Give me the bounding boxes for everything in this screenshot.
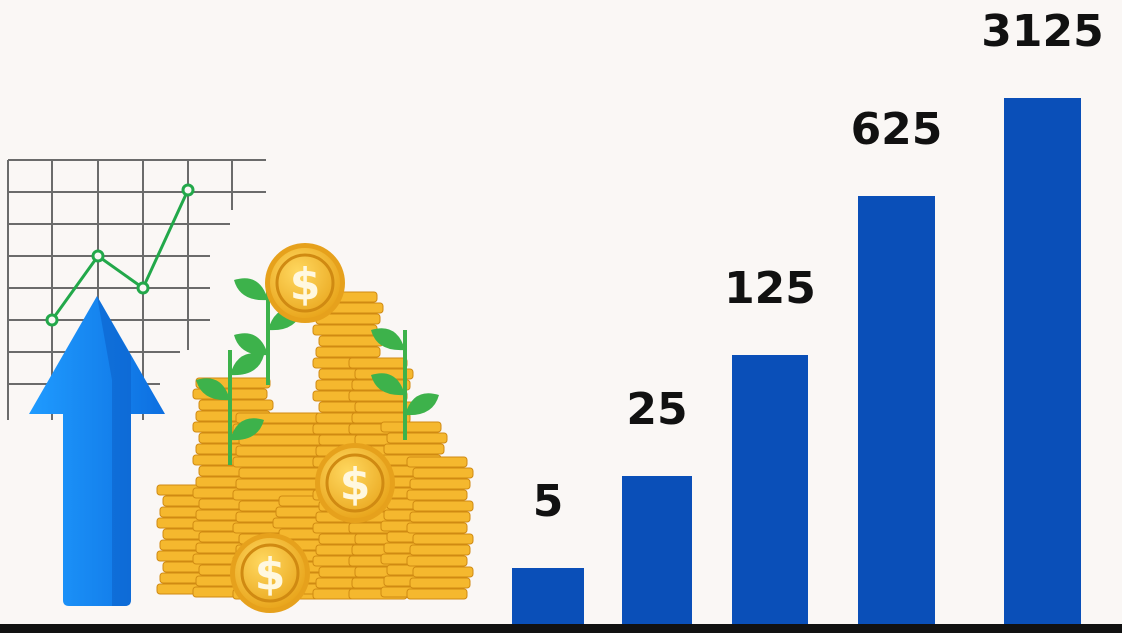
trend-line-icon xyxy=(45,183,195,327)
bar-label-2: 25 xyxy=(626,384,687,435)
bar-data-labels: 5 25 125 625 3125 xyxy=(533,6,1104,527)
bar-label-1: 5 xyxy=(533,476,564,527)
sprout-icon xyxy=(371,328,439,440)
bar-1 xyxy=(512,568,584,626)
dollar-coins-icon: $ $ $ xyxy=(230,243,395,613)
baseline-axis xyxy=(0,624,1122,633)
bar-label-5: 3125 xyxy=(981,6,1103,57)
svg-text:$: $ xyxy=(290,259,321,310)
sprout-plants-icon xyxy=(196,278,439,465)
bar-2 xyxy=(622,476,692,626)
coin-stacks-icon xyxy=(156,291,474,600)
sprout-icon xyxy=(196,350,264,465)
dollar-coin-icon: $ xyxy=(230,533,310,613)
bar-3 xyxy=(732,355,808,626)
coin-stack xyxy=(406,456,474,600)
svg-text:$: $ xyxy=(340,459,371,510)
dollar-coin-icon: $ xyxy=(315,443,395,523)
bar-5 xyxy=(1004,98,1081,626)
bar-4 xyxy=(858,196,935,626)
up-arrow-icon xyxy=(29,296,165,606)
bar-label-3: 125 xyxy=(724,263,816,314)
bar-series xyxy=(512,98,1081,626)
dollar-coin-icon: $ xyxy=(265,243,345,323)
bar-label-4: 625 xyxy=(851,104,943,155)
svg-text:$: $ xyxy=(255,549,286,600)
